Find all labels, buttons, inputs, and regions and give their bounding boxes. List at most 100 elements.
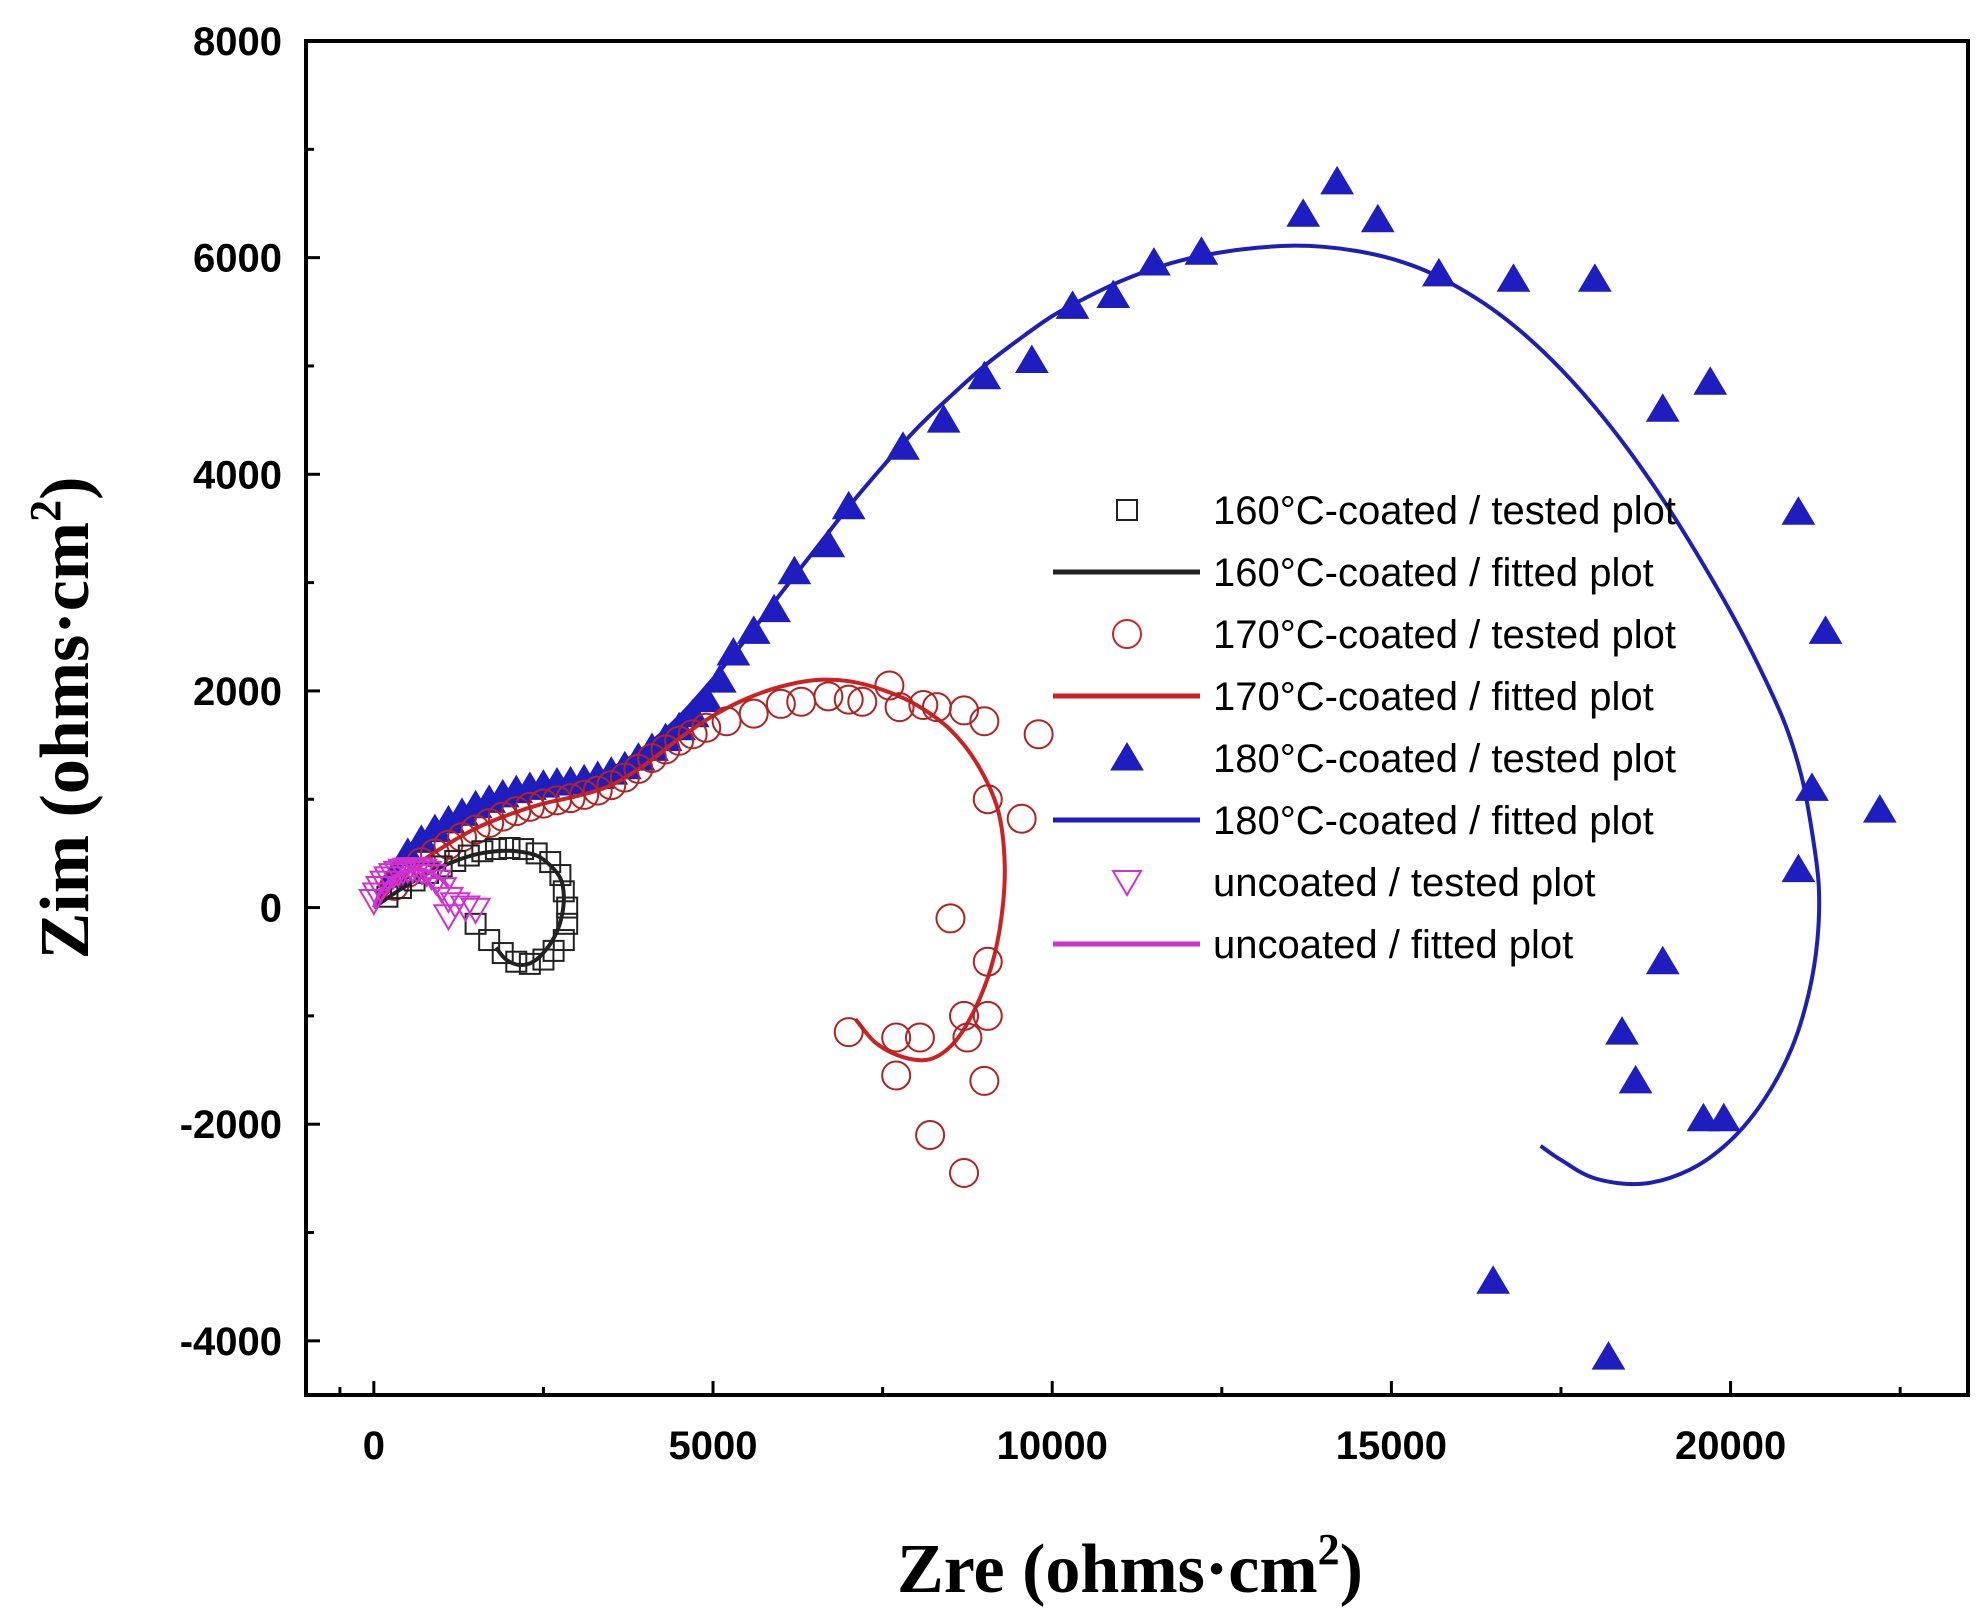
data-point-170 (501, 796, 532, 827)
data-point-160 (552, 880, 575, 903)
data-point-unc (432, 904, 465, 932)
data-point-160 (471, 840, 494, 863)
data-point-180 (1496, 263, 1531, 292)
data-point-160 (512, 838, 535, 861)
data-point-180 (1645, 393, 1680, 422)
data-point-170 (881, 1022, 912, 1053)
data-point-170 (904, 1022, 935, 1053)
legend-label: 160°C-coated / fitted plot (1213, 551, 1654, 595)
data-point-170 (972, 784, 1003, 815)
data-point-170 (969, 1065, 1000, 1096)
data-point-170 (582, 775, 613, 806)
legend-marker-swatch (1111, 870, 1143, 897)
data-point-180 (1320, 165, 1354, 195)
data-point-unc (432, 886, 465, 914)
y-tick-label: 0 (260, 887, 282, 931)
data-point-180 (1137, 247, 1171, 276)
legend-label: 170°C-coated / tested plot (1213, 613, 1676, 657)
data-point-170 (555, 783, 586, 814)
data-point-160 (491, 942, 514, 965)
data-point-170 (972, 1000, 1003, 1031)
data-point-160 (525, 842, 548, 865)
data-point-180 (1014, 344, 1049, 374)
data-point-160 (518, 952, 541, 975)
legend-marker-swatch (1116, 499, 1138, 521)
legend-marker-swatch (1110, 742, 1144, 771)
data-point-180 (1286, 198, 1321, 227)
data-point-180 (886, 431, 920, 460)
data-point-170 (949, 1000, 980, 1031)
data-point-180 (1862, 794, 1897, 823)
data-point-160 (556, 912, 579, 935)
data-point-180 (1645, 945, 1680, 975)
tested-points-160 (376, 836, 579, 975)
data-point-180 (926, 404, 961, 433)
data-point-180 (1591, 1341, 1626, 1370)
data-point-180 (811, 528, 846, 558)
data-point-170 (813, 681, 844, 712)
data-point-180 (777, 555, 812, 585)
data-point-180 (1781, 853, 1816, 883)
data-point-180 (702, 664, 737, 693)
data-point-180 (689, 683, 724, 713)
y-tick-label: 6000 (193, 237, 282, 281)
data-point-180 (736, 615, 771, 644)
data-point-170 (884, 692, 915, 723)
data-point-unc (382, 860, 414, 888)
legend-label: uncoated / tested plot (1213, 861, 1596, 905)
data-point-180 (1055, 290, 1090, 319)
x-tick-label: 20000 (1675, 1424, 1786, 1468)
data-point-170 (765, 688, 796, 719)
x-tick-label: 5000 (669, 1424, 758, 1468)
data-point-180 (1781, 496, 1816, 525)
x-tick-label: 0 (363, 1424, 385, 1468)
tested-points-unc (358, 857, 492, 932)
legend: 160°C-coated / tested plot 160°C-coated /… (1053, 489, 1676, 967)
y-tick-label: -2000 (180, 1103, 282, 1147)
data-point-180 (1476, 1265, 1511, 1294)
legend-label: 180°C-coated / fitted plot (1213, 799, 1654, 843)
data-point-160 (556, 896, 579, 919)
data-point-180 (1605, 1016, 1639, 1045)
data-point-170 (711, 706, 742, 737)
data-point-170 (969, 706, 1000, 737)
data-point-170 (487, 801, 518, 832)
data-point-unc (459, 897, 492, 925)
data-point-170 (949, 1157, 980, 1188)
data-point-170 (677, 719, 708, 750)
legend-label: 170°C-coated / fitted plot (1213, 675, 1654, 719)
x-axis-ticks: 0 5000 10000 15000 20000 (338, 1381, 1902, 1468)
data-point-170 (569, 779, 600, 810)
data-point-180 (831, 490, 866, 520)
data-point-170 (908, 690, 939, 721)
data-point-160 (549, 864, 572, 887)
data-point-unc (406, 858, 438, 886)
data-point-180 (716, 637, 751, 666)
data-point-170 (833, 684, 864, 715)
data-point-unc (377, 863, 410, 891)
data-point-170 (881, 1060, 912, 1091)
data-point-180 (757, 593, 791, 623)
data-point-180 (1693, 366, 1728, 395)
data-point-180 (1808, 615, 1843, 644)
data-point-160 (478, 929, 501, 952)
data-point-180 (967, 360, 1002, 390)
data-point-170 (664, 725, 695, 756)
data-point-170 (972, 946, 1003, 977)
plot-frame (304, 39, 1970, 1397)
data-point-170 (1006, 803, 1037, 834)
data-point-170 (786, 686, 817, 717)
data-point-170 (915, 1120, 946, 1151)
data-point-160 (505, 950, 528, 973)
data-point-160 (457, 844, 480, 867)
data-point-180 (1184, 236, 1219, 265)
data-point-170 (596, 770, 627, 801)
series-layer (358, 165, 1897, 1370)
data-point-170 (935, 903, 966, 934)
data-point-180 (1795, 772, 1829, 801)
x-axis-title: Zre (ohms·cm2) (897, 1525, 1363, 1608)
data-point-180 (1618, 1064, 1653, 1094)
legend-label: uncoated / fitted plot (1213, 923, 1573, 967)
y-tick-label: 2000 (193, 670, 282, 714)
data-point-170 (874, 670, 905, 701)
